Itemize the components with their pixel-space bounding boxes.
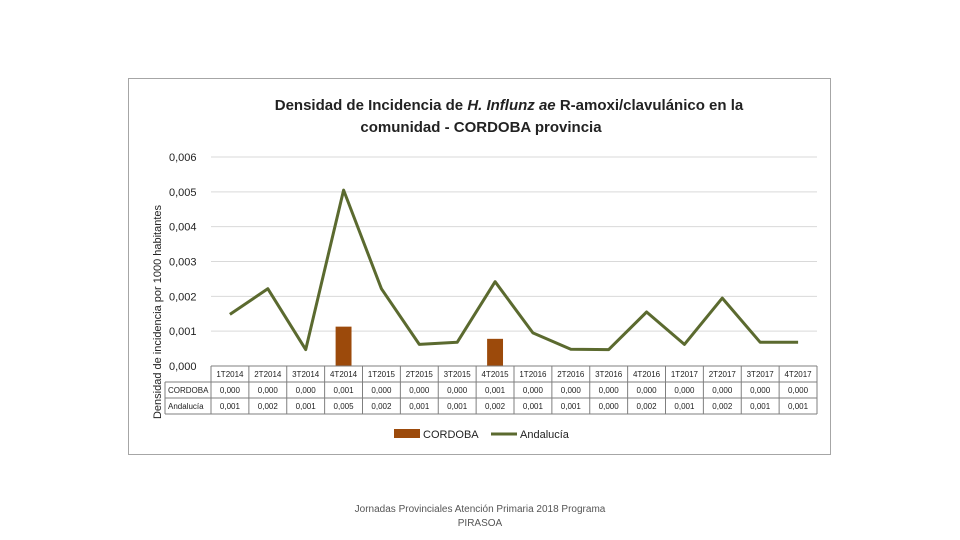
- table-cell: 0,000: [750, 386, 771, 395]
- chart-svg: Densidad de Incidencia de H. Influnz ae …: [152, 97, 818, 441]
- table-cell: 0,000: [296, 386, 317, 395]
- y-tick-label: 0,003: [169, 257, 197, 269]
- bar-cordoba: [335, 326, 352, 366]
- table-cell: 0,002: [371, 402, 392, 411]
- x-category-label: 1T2015: [368, 370, 396, 379]
- table-cell: 0,001: [674, 402, 695, 411]
- y-axis-label: Densidad de incidencia por 1000 habitant…: [152, 204, 164, 419]
- y-tick-labels: 0,000 0,001 0,002 0,003 0,004 0,005 0,006: [169, 152, 197, 373]
- table-cell: 0,000: [258, 386, 279, 395]
- x-category-label: 4T2015: [481, 370, 509, 379]
- chart-title-italic: H. Influnz ae: [467, 97, 555, 114]
- grid-layer: [211, 156, 817, 332]
- legend-label-andalucia: Andalucía: [520, 429, 570, 441]
- table-cell: 0,001: [296, 402, 317, 411]
- y-tick-label: 0,001: [169, 326, 197, 338]
- line-layer: [229, 188, 799, 352]
- x-category-label: 3T2016: [595, 370, 623, 379]
- y-tick-label: 0,002: [169, 291, 197, 303]
- table-cell: 0,000: [674, 386, 695, 395]
- chart-title-pre: Densidad de Incidencia de: [275, 97, 468, 114]
- legend: CORDOBA Andalucía: [394, 429, 570, 441]
- table-cell: 0,000: [599, 402, 620, 411]
- x-category-label: 2T2015: [406, 370, 434, 379]
- footer-line1: Jornadas Provinciales Atención Primaria …: [354, 504, 606, 515]
- x-category-label: 1T2017: [671, 370, 699, 379]
- y-tick-label: 0,005: [169, 187, 197, 199]
- x-category-label: 4T2016: [633, 370, 661, 379]
- y-tick-label: 0,000: [169, 361, 197, 373]
- chart-frame: Densidad de Incidencia de H. Influnz ae …: [128, 78, 831, 455]
- table-cell: 0,001: [788, 402, 809, 411]
- table-cell: 0,002: [712, 402, 733, 411]
- table-cell: 0,001: [523, 402, 544, 411]
- x-category-label: 2T2016: [557, 370, 585, 379]
- table-series-name: Andalucía: [168, 402, 204, 411]
- table-cell: 0,000: [712, 386, 733, 395]
- y-tick-label: 0,004: [169, 222, 197, 234]
- chart-title-line1: Densidad de Incidencia de H. Influnz ae …: [275, 97, 744, 114]
- chart-title-post: R-amoxi/clavulánico en la: [556, 97, 744, 114]
- table-cell: 0,000: [637, 386, 658, 395]
- table-cell: 0,000: [409, 386, 430, 395]
- table-cell: 0,005: [334, 402, 355, 411]
- table-cell: 0,000: [788, 386, 809, 395]
- table-cell: 0,001: [750, 402, 771, 411]
- table-cell: 0,001: [334, 386, 355, 395]
- table-cell: 0,001: [447, 402, 468, 411]
- table-cell: 0,000: [523, 386, 544, 395]
- footer: Jornadas Provinciales Atención Primaria …: [330, 503, 630, 531]
- line-andalucia: [229, 188, 799, 352]
- x-category-label: 4T2014: [330, 370, 358, 379]
- x-category-label: 4T2017: [784, 370, 812, 379]
- bar-layer: [335, 326, 504, 366]
- legend-label-cordoba: CORDOBA: [423, 429, 479, 441]
- bar-cordoba: [487, 338, 504, 366]
- x-category-label: 1T2016: [519, 370, 547, 379]
- x-category-label: 3T2015: [444, 370, 472, 379]
- chart-title-line2: comunidad - CORDOBA provincia: [360, 119, 602, 136]
- table-cell: 0,002: [485, 402, 506, 411]
- table-cell: 0,000: [599, 386, 620, 395]
- table-cell: 0,002: [258, 402, 279, 411]
- x-category-label: 2T2017: [709, 370, 737, 379]
- legend-swatch-cordoba: [394, 429, 420, 438]
- data-table: 1T2014 2T2014 3T2014 4T2014 1T2015 2T2015 3T20…: [164, 365, 818, 415]
- table-cell: 0,000: [561, 386, 582, 395]
- x-category-label: 1T2014: [216, 370, 244, 379]
- table-series-name: CORDOBA: [168, 386, 209, 395]
- table-cell: 0,002: [637, 402, 658, 411]
- table-cell: 0,000: [371, 386, 392, 395]
- table-cell: 0,000: [220, 386, 241, 395]
- x-category-label: 3T2014: [292, 370, 320, 379]
- table-cell: 0,001: [409, 402, 430, 411]
- table-cell: 0,001: [561, 402, 582, 411]
- table-cell: 0,001: [485, 386, 506, 395]
- y-tick-label: 0,006: [169, 152, 197, 164]
- table-cell: 0,000: [447, 386, 468, 395]
- x-category-label: 3T2017: [747, 370, 775, 379]
- footer-line2: PIRASOA: [457, 518, 503, 529]
- table-cell: 0,001: [220, 402, 241, 411]
- x-category-label: 2T2014: [254, 370, 282, 379]
